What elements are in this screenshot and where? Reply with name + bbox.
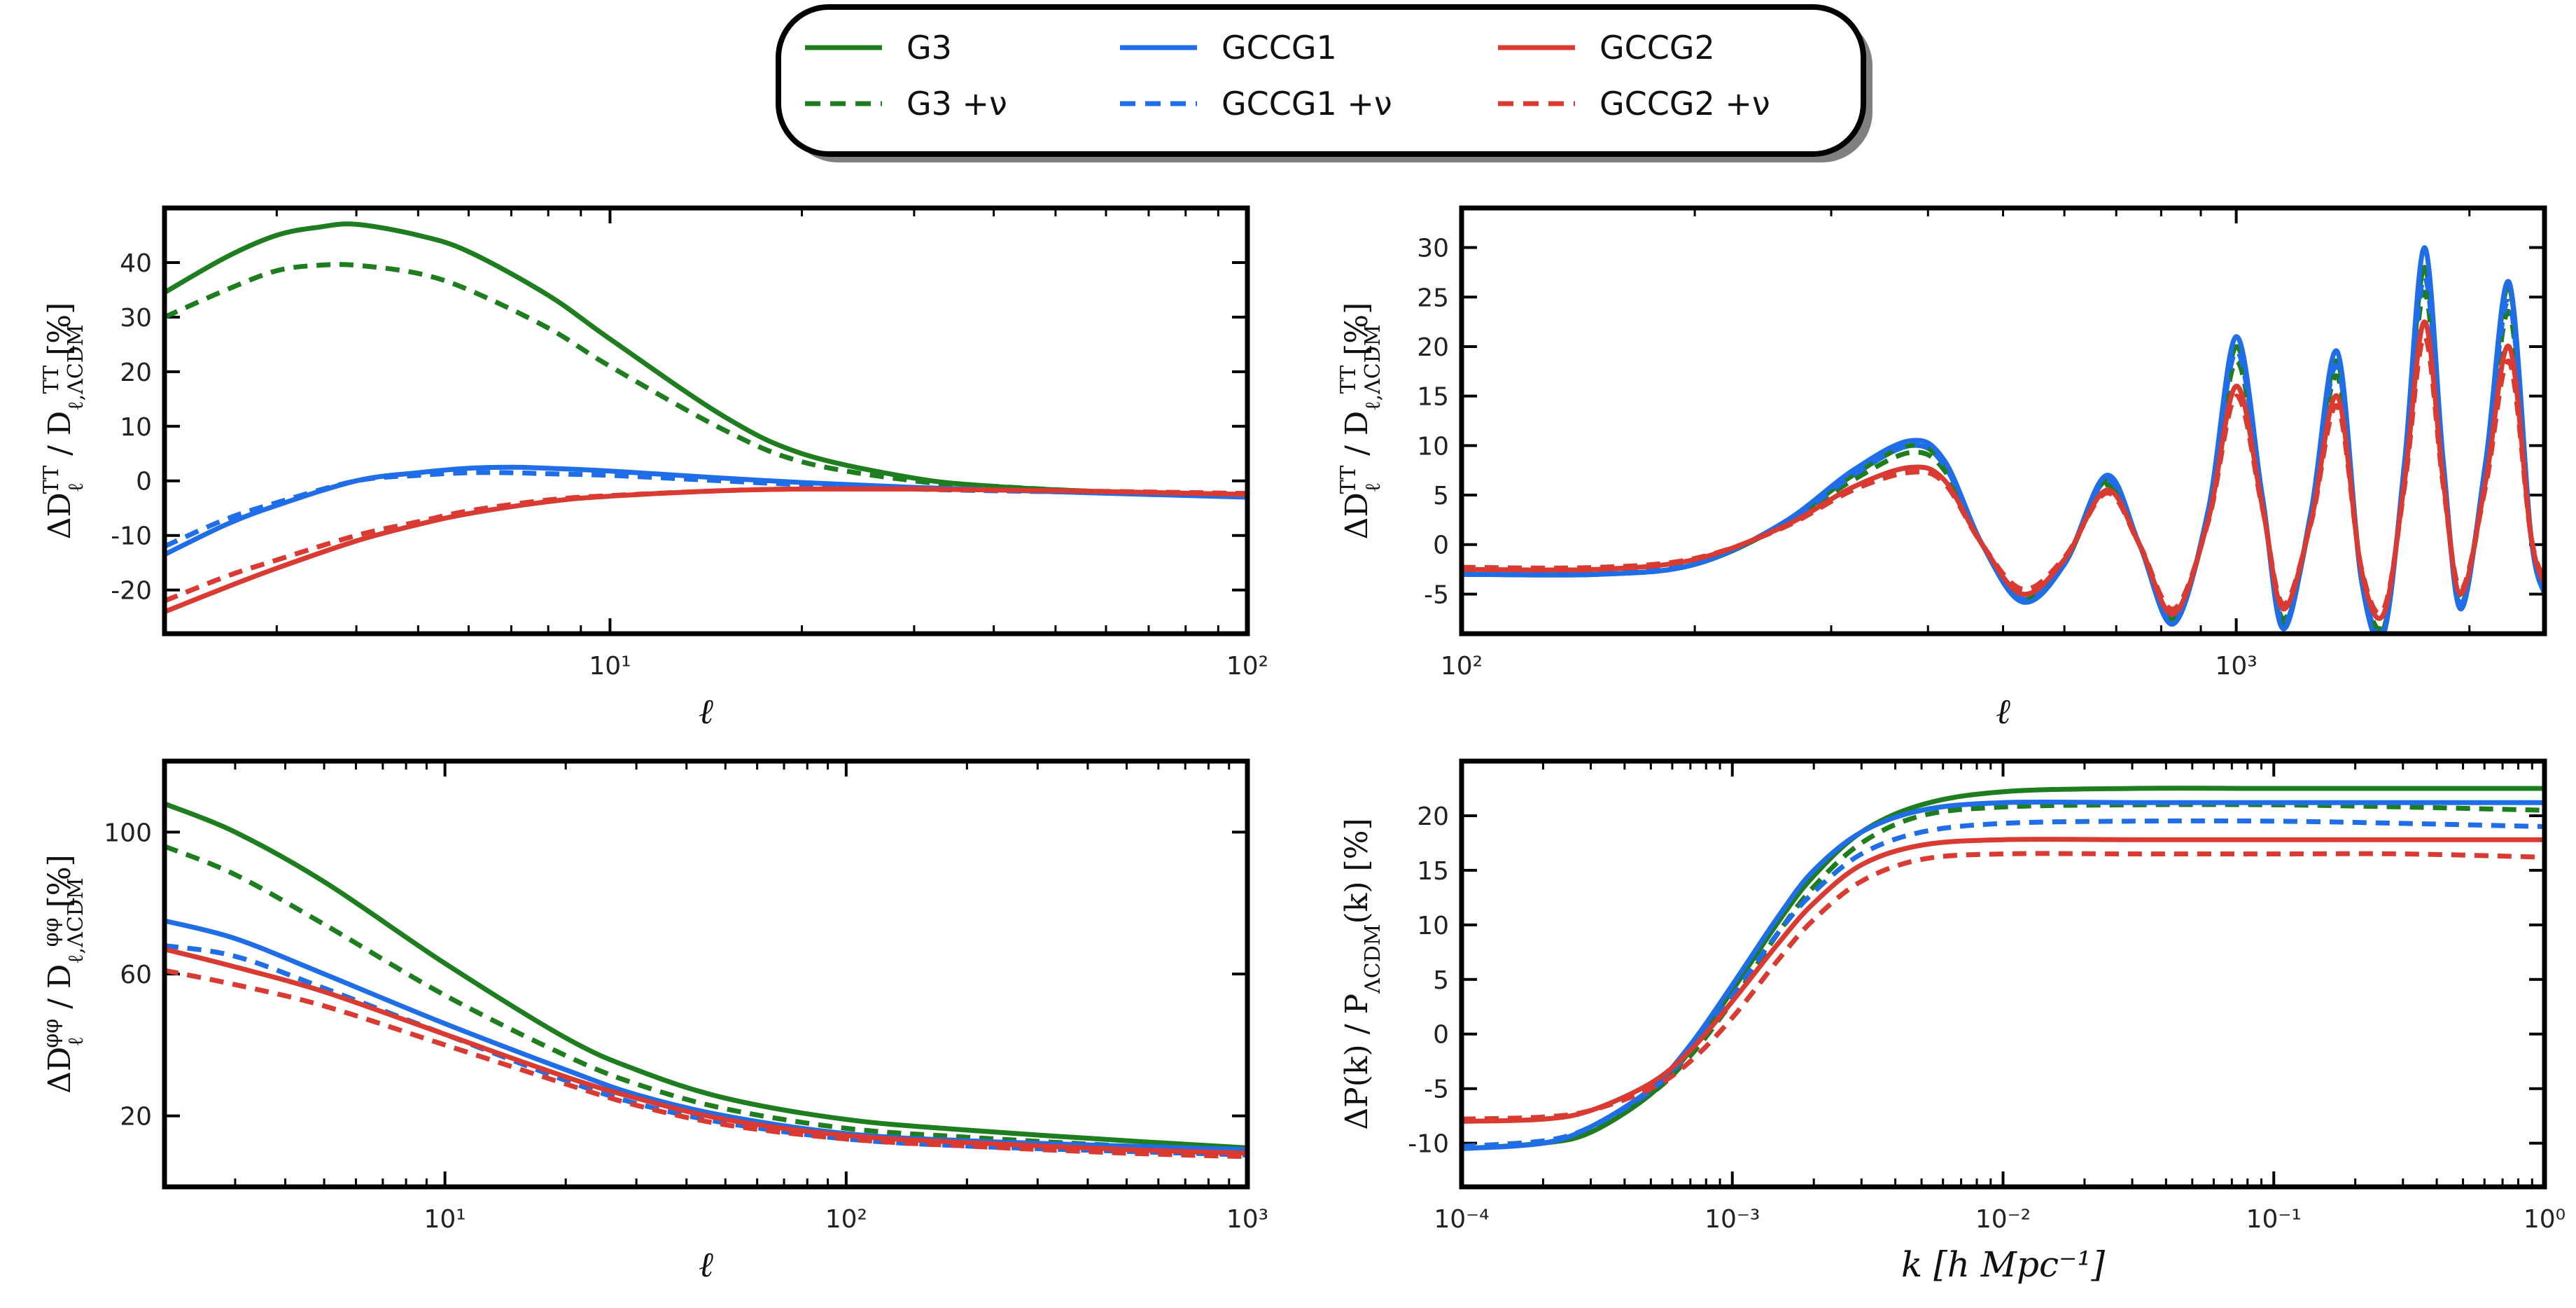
y-tick-label: 10 [1417,432,1449,461]
x-tick-label: 10⁻² [1975,1205,2031,1234]
y-tick-label: 20 [120,359,152,387]
y-tick-label: 0 [1433,531,1449,560]
panel-lensing-potential: 10¹ 10² 10³ 20 60 100 ℓ ΔDℓφφ / Dℓ,ΛCDMφφ [%] [39,758,1268,1285]
y-tick-label: 15 [1417,383,1449,412]
series-line-gccg2-nu [164,486,1247,604]
y-tick-label: 30 [1417,235,1449,263]
y-ticks: 20 60 100 [104,819,1247,1132]
series-line-gccg1-nu [164,470,1247,549]
x-ticks: 10¹ 10² 10³ [424,761,1268,1234]
legend-entry: GCCG1 [1120,29,1337,67]
legend-label: GCCG1 [1222,29,1337,67]
y-tick-label: 60 [120,961,152,989]
y-tick-label: -5 [1424,580,1449,609]
y-tick-label: 40 [120,249,152,278]
x-axis-label: ℓ [1996,691,2010,732]
axes-frame [162,205,1250,636]
legend-items: G3 GCCG1 GCCG2 G3 +ν GCCG1 +ν GCCG2 +ν [805,29,1770,123]
y-tick-label: -10 [111,522,152,551]
y-axis-label: ΔDℓTT / Dℓ,ΛCDMTT [%] [1336,302,1385,540]
series-line-g3-nu [164,844,1247,1154]
y-tick-label: 5 [1433,966,1449,995]
legend-entry: G3 [805,29,952,67]
series-group [164,221,1247,615]
y-tick-label: 100 [104,819,152,847]
legend-label: GCCG1 +ν [1222,85,1392,123]
series-line-gccg1 [164,918,1247,1153]
y-ticks: -5 0 5 10 15 20 25 30 [1417,235,2544,609]
y-tick-label: 0 [136,468,152,496]
y-tick-label: 0 [1433,1021,1449,1050]
x-axis-label: ℓ [699,691,713,732]
y-ticks: -20 -10 0 10 20 30 40 [111,249,1247,606]
x-ticks: 10² 10³ [1441,208,2258,681]
x-axis-label: k [h Mpc⁻¹] [1901,1244,2105,1285]
y-tick-label: -10 [1408,1130,1449,1159]
legend-entry: G3 +ν [805,85,1007,123]
y-tick-label: 10 [120,413,152,442]
y-ticks: -10 -5 0 5 10 15 20 [1408,802,2544,1159]
y-tick-label: -20 [111,577,152,606]
legend-entry: GCCG2 +ν [1498,85,1770,123]
x-tick-label: 10⁻¹ [2246,1205,2302,1234]
y-tick-label: 10 [1417,912,1449,940]
x-tick-label: 10² [825,1205,867,1234]
series-line-gccg2 [164,486,1247,615]
panel-matter-power-spectrum: 10⁻⁴ 10⁻³ 10⁻² 10⁻¹ 10⁰ -10 -5 0 5 10 15 20 k [h Mpc… [1339,758,2566,1285]
series-group [1462,245,2544,634]
y-tick-label: 25 [1417,284,1449,312]
panel-cmb-tt-low-ell: 10¹ 10² -20 -10 0 10 20 30 40 ℓ ΔDℓTT / Dℓ,ΛCDMTT … [39,205,1268,732]
x-ticks: 10⁻⁴ 10⁻³ 10⁻² 10⁻¹ 10⁰ [1434,761,2566,1234]
x-tick-label: 10³ [1226,1205,1268,1234]
y-axis-label: ΔDℓφφ / Dℓ,ΛCDMφφ [%] [39,854,88,1093]
axes-frame [1459,758,2547,1190]
legend: G3 GCCG1 GCCG2 G3 +ν GCCG1 +ν GCCG2 +ν [776,4,1872,162]
axes-frame [1459,205,2547,636]
x-tick-label: 10³ [2216,652,2258,681]
legend-label: G3 +ν [906,85,1007,123]
series-line-gccg2 [1462,837,2544,1124]
x-tick-label: 10⁰ [2524,1205,2566,1234]
y-tick-label: 20 [1417,333,1449,362]
series-group [164,801,1247,1160]
x-tick-label: 10² [1441,652,1483,681]
y-tick-label: 15 [1417,857,1449,886]
panel-cmb-tt-high-ell: 10² 10³ -5 0 5 10 15 20 25 30 ℓ ΔDℓTT / Dℓ,ΛCDMTT [… [1336,205,2547,732]
x-tick-label: 10⁻⁴ [1434,1205,1489,1234]
series-group [1462,786,2544,1151]
y-axis-label: ΔP(k) / PΛCDM(k) [%] [1339,818,1385,1129]
series-line-gccg2-nu [164,968,1247,1160]
y-tick-label: 30 [120,304,152,333]
legend-label: GCCG2 [1600,29,1715,67]
y-tick-label: 20 [1417,802,1449,831]
legend-label: G3 [906,29,952,67]
x-tick-label: 10¹ [424,1205,466,1234]
axes-frame [162,758,1250,1190]
series-line-gccg1 [164,464,1247,557]
x-tick-label: 10² [1226,652,1268,681]
legend-frame [776,4,1866,157]
series-line-gccg2-nu [1462,334,2544,616]
y-tick-label: 5 [1433,482,1449,510]
legend-entry: GCCG2 [1498,29,1715,67]
y-tick-label: 20 [120,1103,152,1132]
x-tick-label: 10¹ [589,652,631,681]
series-line-g3 [164,801,1247,1150]
series-line-gccg2 [164,947,1247,1156]
x-minor-ticks [1693,208,2471,634]
x-axis-label: ℓ [699,1244,713,1285]
legend-entry: GCCG1 +ν [1120,85,1392,123]
series-line-gccg1-nu [1462,818,2544,1149]
x-tick-label: 10⁻³ [1704,1205,1760,1234]
legend-label: GCCG2 +ν [1600,85,1770,123]
series-line-g3-nu [164,262,1247,497]
series-line-gccg2-nu [1462,851,2544,1122]
y-axis-label: ΔDℓTT / Dℓ,ΛCDMTT [%] [39,302,88,540]
y-tick-label: -5 [1424,1076,1449,1104]
x-ticks: 10¹ 10² [589,208,1268,681]
